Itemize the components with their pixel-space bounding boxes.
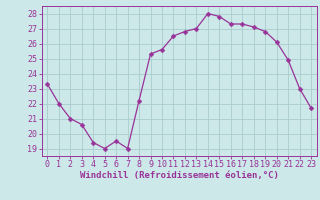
X-axis label: Windchill (Refroidissement éolien,°C): Windchill (Refroidissement éolien,°C) [80, 171, 279, 180]
